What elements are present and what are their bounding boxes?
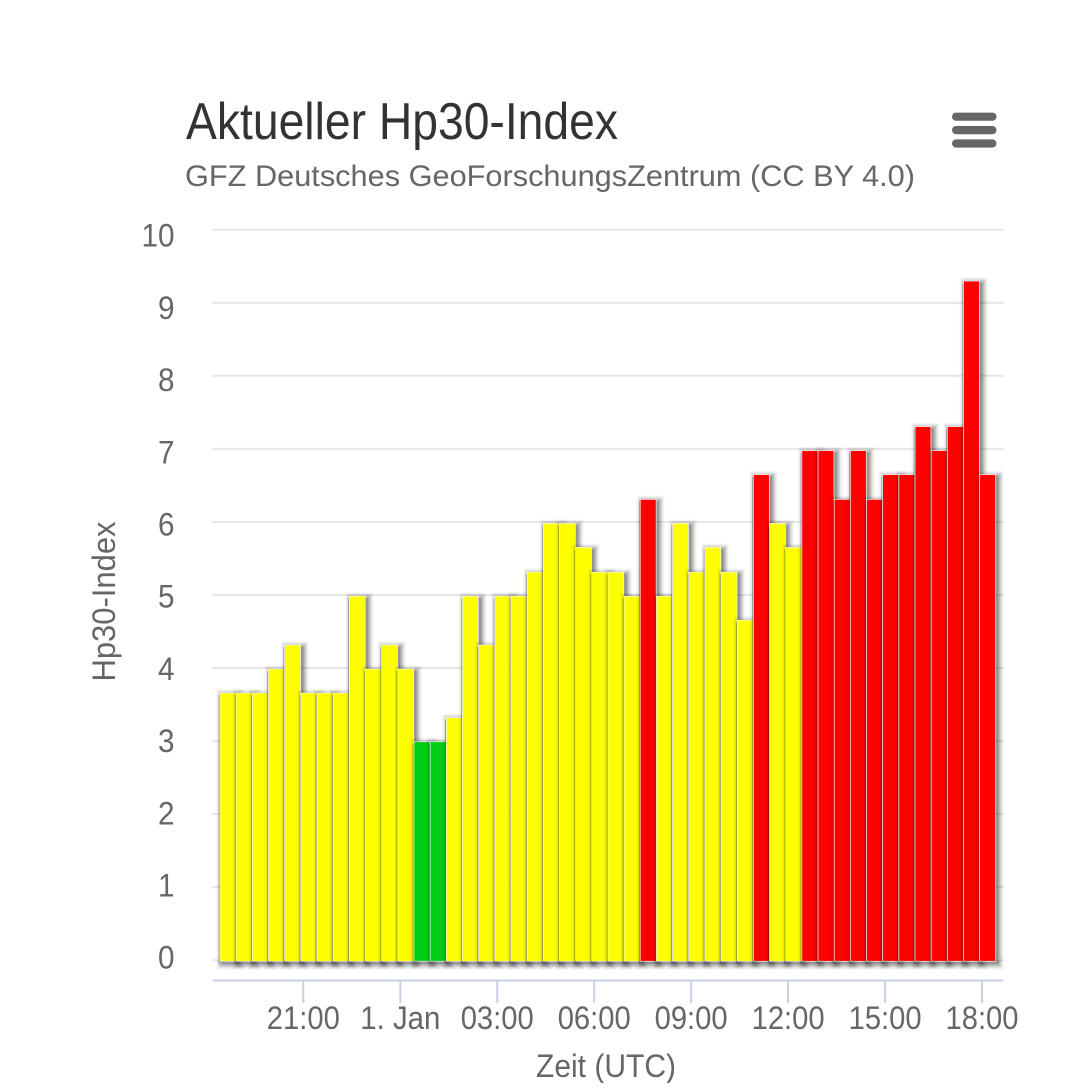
svg-text:9: 9 <box>158 290 175 326</box>
svg-text:5: 5 <box>158 579 175 615</box>
svg-text:4: 4 <box>158 651 175 687</box>
svg-text:09:00: 09:00 <box>655 1000 728 1036</box>
svg-text:6: 6 <box>158 507 175 543</box>
svg-text:18:00: 18:00 <box>946 1000 1019 1036</box>
svg-text:7: 7 <box>158 434 175 470</box>
svg-text:10: 10 <box>142 218 175 254</box>
svg-text:2: 2 <box>158 795 175 831</box>
svg-text:Hp30-Index: Hp30-Index <box>86 522 122 682</box>
svg-text:1: 1 <box>158 868 175 904</box>
svg-text:GFZ Deutsches GeoForschungsZen: GFZ Deutsches GeoForschungsZentrum (CC B… <box>185 160 915 193</box>
svg-text:3: 3 <box>158 723 175 759</box>
svg-text:1. Jan: 1. Jan <box>360 1000 440 1036</box>
svg-text:Zeit (UTC): Zeit (UTC) <box>536 1048 676 1083</box>
svg-text:06:00: 06:00 <box>558 1000 631 1036</box>
svg-text:0: 0 <box>158 940 175 976</box>
svg-text:12:00: 12:00 <box>752 1000 825 1036</box>
svg-text:15:00: 15:00 <box>849 1000 922 1036</box>
svg-text:8: 8 <box>158 362 175 398</box>
svg-text:Aktueller Hp30-Index: Aktueller Hp30-Index <box>186 93 618 151</box>
svg-text:21:00: 21:00 <box>267 1000 340 1036</box>
svg-text:03:00: 03:00 <box>461 1000 534 1036</box>
